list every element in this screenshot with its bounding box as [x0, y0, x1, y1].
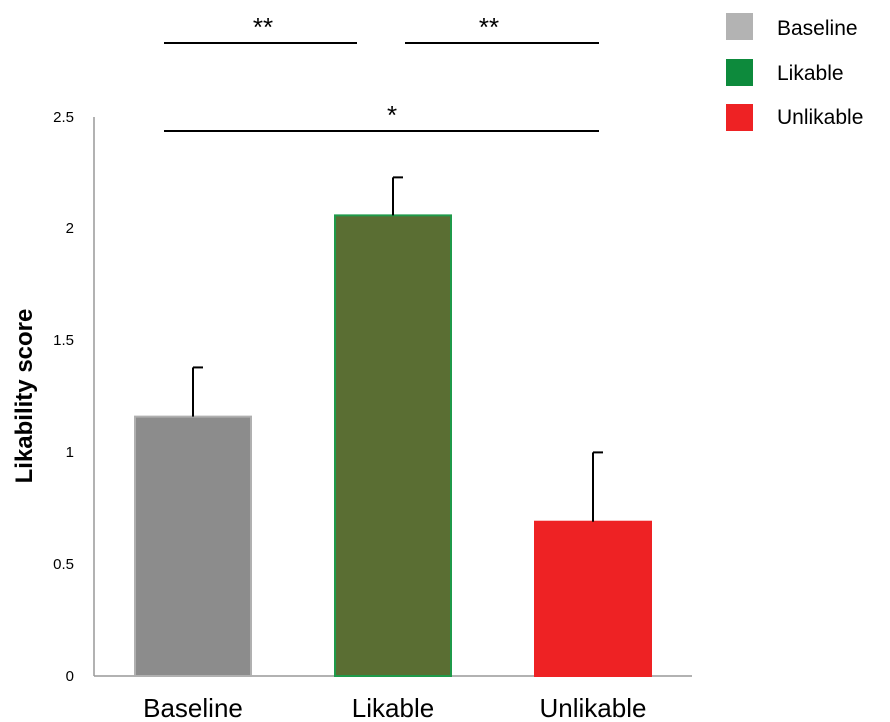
bar-unlikable	[534, 520, 652, 677]
legend-swatch-likable	[726, 59, 753, 86]
bars-group	[134, 176, 652, 677]
bar-likable	[334, 214, 452, 677]
significance-label-baseline-likable: **	[253, 12, 273, 42]
x-category-label-baseline: Baseline	[143, 693, 243, 722]
legend-swatch-baseline	[726, 13, 753, 40]
x-category-label-unlikable: Unlikable	[540, 693, 647, 722]
significance-label-likable-unlikable: **	[479, 12, 499, 42]
legend-label-unlikable: Unlikable	[777, 106, 863, 129]
y-tick-label: 2	[66, 220, 74, 237]
legend-label-baseline: Baseline	[777, 17, 858, 40]
y-axis-title: Likability score	[11, 309, 38, 484]
significance-label-baseline-unlikable: *	[387, 100, 397, 130]
x-category-label-likable: Likable	[352, 693, 434, 722]
y-tick-label: 1.5	[53, 332, 74, 349]
y-tick-label: 1	[66, 444, 74, 461]
significance-markers: ** ** *	[164, 12, 599, 132]
bar-baseline	[134, 415, 252, 677]
legend-swatch-unlikable	[726, 104, 753, 131]
y-tick-label: 0.5	[53, 556, 74, 573]
legend: Baseline Likable Unlikable	[726, 13, 863, 131]
y-tick-label: 2.5	[53, 109, 74, 126]
legend-label-likable: Likable	[777, 62, 844, 85]
y-tick-label: 0	[66, 668, 74, 685]
y-tick-labels: 0 0.5 1 1.5 2 2.5	[53, 109, 74, 685]
x-category-labels: Baseline Likable Unlikable	[143, 693, 646, 722]
